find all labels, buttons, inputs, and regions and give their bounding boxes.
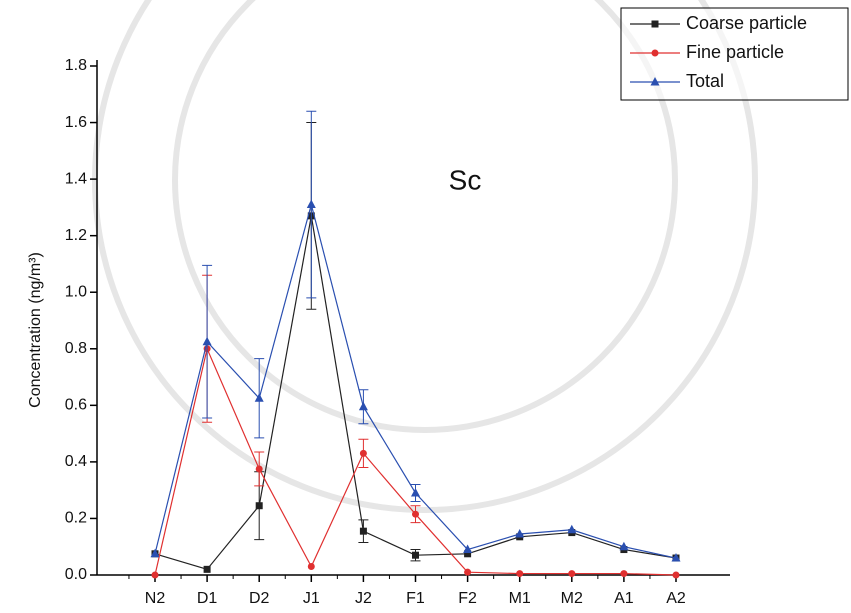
y-tick-label: 1.4 xyxy=(65,170,87,187)
marker xyxy=(358,401,368,411)
y-tick-label: 0.8 xyxy=(65,340,87,357)
legend-label: Total xyxy=(686,71,724,91)
marker xyxy=(306,199,316,209)
annotation: Sc xyxy=(449,164,482,195)
x-tick-label: A2 xyxy=(666,590,686,607)
x-tick-label: M1 xyxy=(509,590,531,607)
marker xyxy=(620,570,628,578)
marker xyxy=(202,336,212,346)
marker xyxy=(619,541,629,551)
watermark xyxy=(92,0,758,513)
x-tick-label: D1 xyxy=(197,590,218,607)
marker xyxy=(567,524,577,534)
y-axis-label: Concentration (ng/m³) xyxy=(27,252,44,408)
marker xyxy=(151,571,159,579)
x-tick-label: N2 xyxy=(145,590,166,607)
x-tick-label: D2 xyxy=(249,590,270,607)
x-tick-label: F2 xyxy=(458,590,477,607)
marker xyxy=(203,565,211,573)
legend-label: Fine particle xyxy=(686,42,784,62)
y-tick-label: 0.6 xyxy=(65,397,87,414)
marker xyxy=(672,571,680,579)
marker xyxy=(359,449,367,457)
marker xyxy=(568,570,576,578)
marker xyxy=(463,544,473,554)
marker xyxy=(516,570,524,578)
y-tick-label: 1.8 xyxy=(65,57,87,74)
y-tick-label: 0.0 xyxy=(65,566,87,583)
x-tick-label: F1 xyxy=(406,590,425,607)
y-tick-label: 0.2 xyxy=(65,510,87,527)
y-tick-label: 1.0 xyxy=(65,283,87,300)
marker xyxy=(150,548,160,558)
x-tick-label: A1 xyxy=(614,590,634,607)
marker xyxy=(254,393,264,402)
series-line xyxy=(154,202,677,559)
marker xyxy=(412,551,419,559)
x-tick-label: M2 xyxy=(561,590,583,607)
x-tick-label: J2 xyxy=(355,590,372,607)
marker xyxy=(650,77,660,86)
marker xyxy=(359,527,367,535)
y-tick-label: 0.4 xyxy=(65,453,87,470)
marker xyxy=(255,502,263,510)
marker xyxy=(412,510,419,518)
legend-label: Coarse particle xyxy=(686,13,807,33)
marker xyxy=(464,550,472,558)
y-tick-label: 1.2 xyxy=(65,227,87,244)
marker xyxy=(515,528,525,538)
marker xyxy=(464,568,472,576)
marker xyxy=(307,563,315,571)
x-tick-label: J1 xyxy=(303,590,320,607)
marker xyxy=(255,465,263,473)
marker xyxy=(651,20,659,28)
marker xyxy=(671,553,681,562)
y-tick-label: 1.6 xyxy=(65,114,87,131)
marker xyxy=(411,487,420,497)
marker xyxy=(651,49,659,57)
